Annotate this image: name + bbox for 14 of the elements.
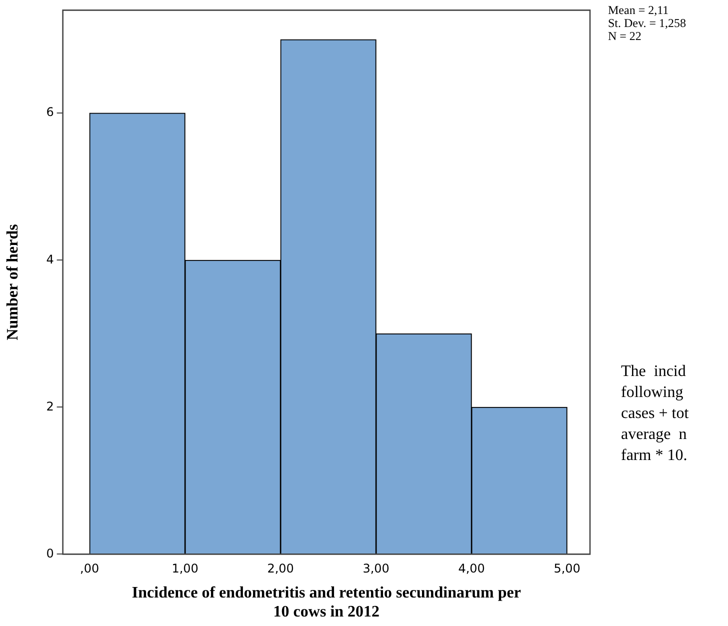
y-tick-label: 0 bbox=[46, 546, 54, 560]
y-axis-title: Number of herds bbox=[4, 224, 22, 340]
x-tick-label: 4,00 bbox=[458, 562, 485, 576]
x-tick-label: 1,00 bbox=[172, 562, 198, 576]
y-tick-label: 2 bbox=[46, 399, 54, 414]
y-tick-label: 6 bbox=[46, 105, 54, 120]
text: Mean = 2,11 St. Dev. = 1,258 N = 22 bbox=[608, 3, 686, 43]
x-tick-label: ,00 bbox=[80, 562, 100, 576]
text: The incid following cases + tot average n farm * 10. bbox=[621, 362, 689, 466]
y-tick-label: 4 bbox=[46, 252, 54, 266]
x-axis-title: Incidence of endometritis and retentio secundinarum per 10 cows in 2012 bbox=[132, 584, 521, 621]
x-tick-label: 2,00 bbox=[267, 562, 294, 576]
x-tick-label: 3,00 bbox=[362, 562, 390, 576]
x-tick-label: 5,00 bbox=[554, 562, 580, 576]
